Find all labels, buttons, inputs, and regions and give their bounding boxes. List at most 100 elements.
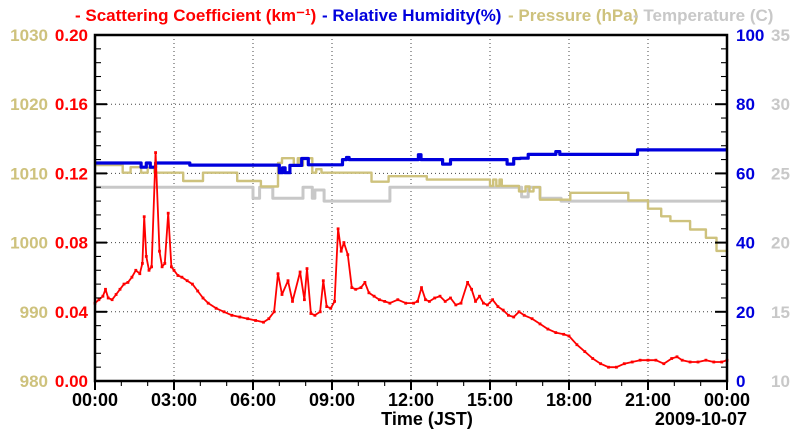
x-tick-label: 18:00: [546, 390, 592, 410]
data-point-marker: [160, 265, 164, 269]
data-point-marker: [134, 268, 138, 272]
data-point-marker: [496, 305, 500, 308]
y-tick-label-scattering: 0.12: [55, 164, 88, 183]
data-point-marker: [367, 291, 371, 295]
data-point-marker: [670, 357, 674, 360]
data-point-marker: [404, 301, 408, 305]
data-point-marker: [378, 298, 381, 302]
y-tick-label-scattering: 0.04: [55, 303, 89, 322]
data-point-marker: [166, 211, 170, 215]
data-point-marker: [101, 294, 105, 298]
data-point-marker: [138, 272, 142, 276]
y-tick-label-pressure: 1000: [10, 234, 48, 253]
data-point-marker: [238, 315, 242, 319]
x-tick-label: 00:00: [72, 390, 118, 410]
x-tick-label: 15:00: [467, 390, 513, 410]
data-point-marker: [280, 293, 284, 296]
data-point-marker: [114, 293, 118, 296]
data-point-marker: [438, 294, 442, 298]
y-tick-label-temperature: 20: [771, 234, 790, 253]
data-point-marker: [122, 282, 126, 286]
y-tick-label-pressure: 980: [20, 372, 48, 391]
data-point-marker: [575, 343, 579, 347]
data-point-marker: [346, 253, 350, 257]
data-point-marker: [126, 281, 130, 284]
legend-item-scattering: - Scattering Coefficient (km⁻¹): [75, 6, 316, 25]
y-tick-label-scattering: 0.16: [55, 95, 88, 114]
data-point-marker: [466, 281, 469, 284]
data-point-marker: [150, 265, 153, 269]
data-point-marker: [554, 331, 558, 334]
y-tick-label-humidity: 40: [736, 234, 755, 253]
data-point-marker: [459, 301, 463, 305]
data-point-marker: [291, 300, 294, 303]
data-point-marker: [424, 298, 427, 302]
data-point-marker: [262, 320, 265, 324]
data-point-marker: [712, 360, 716, 364]
data-point-marker: [412, 301, 415, 305]
data-point-marker: [206, 301, 210, 305]
x-tick-label: 06:00: [230, 390, 276, 410]
data-point-marker: [110, 298, 114, 302]
data-point-marker: [363, 281, 367, 284]
data-point-marker: [303, 298, 306, 302]
y-tick-label-temperature: 25: [771, 164, 790, 183]
data-point-marker: [147, 268, 151, 272]
data-point-marker: [170, 265, 173, 269]
data-point-marker: [680, 358, 684, 362]
data-point-marker: [350, 286, 354, 289]
data-point-marker: [654, 358, 658, 362]
x-tick-label: 09:00: [309, 390, 355, 410]
data-point-marker: [491, 298, 494, 302]
data-point-marker: [396, 298, 400, 302]
y-tick-label-temperature: 35: [771, 26, 790, 45]
data-point-marker: [512, 315, 516, 319]
data-point-marker: [530, 317, 534, 321]
data-point-marker: [538, 322, 542, 326]
data-point-marker: [630, 360, 634, 364]
data-point-marker: [359, 286, 363, 289]
data-point-marker: [321, 279, 325, 283]
data-point-marker: [201, 296, 205, 300]
data-point-marker: [272, 310, 276, 314]
y-tick-label-scattering: 0.20: [55, 26, 88, 45]
data-point-marker: [720, 360, 724, 364]
data-point-marker: [478, 294, 481, 298]
data-point-marker: [388, 301, 392, 305]
data-point-marker: [230, 313, 234, 317]
legend-item-temperature: - Temperature (C): [633, 6, 773, 25]
legend-item-pressure: - Pressure (hPa): [508, 6, 638, 25]
data-point-marker: [214, 306, 218, 310]
data-point-marker: [482, 301, 485, 305]
data-point-marker: [298, 270, 302, 274]
y-tick-label-humidity: 80: [736, 95, 755, 114]
data-point-marker: [675, 355, 679, 359]
y-tick-label-temperature: 15: [771, 303, 790, 322]
legend-item-humidity: - Relative Humidity(%): [322, 6, 501, 25]
data-point-marker: [486, 303, 489, 307]
data-point-marker: [196, 289, 200, 293]
series-relative-humidity: [95, 148, 727, 175]
data-point-marker: [501, 308, 505, 312]
y-tick-label-humidity: 100: [736, 26, 764, 45]
data-point-marker: [342, 241, 346, 244]
data-point-marker: [622, 362, 626, 366]
data-point-marker: [704, 358, 708, 362]
data-point-marker: [567, 334, 571, 338]
data-point-marker: [106, 296, 110, 300]
data-point-marker: [276, 272, 280, 276]
data-point-marker: [428, 300, 431, 303]
data-point-marker: [583, 350, 587, 353]
data-point-marker: [176, 274, 180, 277]
data-point-marker: [449, 296, 452, 300]
data-point-marker: [522, 313, 526, 317]
data-point-marker: [325, 305, 329, 308]
y-tick-label-temperature: 10: [771, 372, 790, 391]
data-point-marker: [599, 362, 602, 366]
data-point-marker: [246, 317, 250, 321]
data-point-marker: [562, 332, 566, 336]
data-point-marker: [454, 303, 458, 307]
x-tick-label: 12:00: [388, 390, 434, 410]
